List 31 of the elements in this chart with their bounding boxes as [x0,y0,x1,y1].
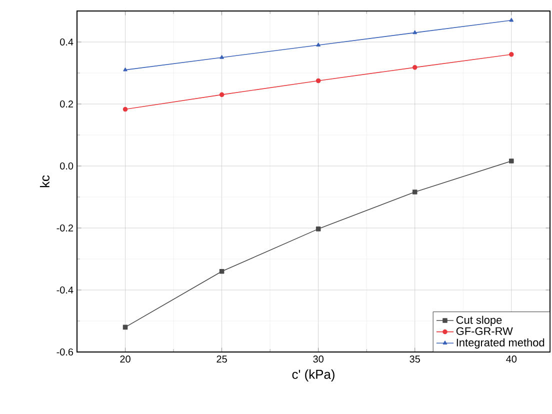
x-tick-label: 20 [120,356,130,363]
y-axis-title: kc [40,175,50,188]
point [219,269,224,274]
point [123,68,128,72]
point [122,324,128,330]
point [412,30,417,34]
point [220,55,224,59]
x-tick-label: 25 [216,356,227,363]
point [509,158,514,164]
legend-label: Cut slope [456,316,502,326]
y-tick-label: 0.0 [60,162,74,170]
point [509,18,514,22]
x-tick-label: 35 [410,356,420,363]
point [316,42,320,46]
x-axis-title: c' (kPa) [292,369,334,382]
x-tick-label: 30 [313,356,324,363]
x-tick-label: 40 [506,356,517,363]
point [316,78,321,84]
point [219,92,224,98]
point [412,65,418,70]
point [122,106,128,112]
legend-label: GF-GR-RW [456,327,513,336]
y-tick-label: -0.6 [56,348,74,356]
point [412,190,418,194]
point [509,52,514,57]
y-tick-label: 0.2 [60,100,73,108]
legend-label: Integrated method [456,338,544,349]
y-tick-label: -0.4 [56,286,74,294]
y-tick-label: -0.2 [56,224,73,232]
y-tick-label: 0.4 [60,38,74,46]
point [316,226,321,232]
